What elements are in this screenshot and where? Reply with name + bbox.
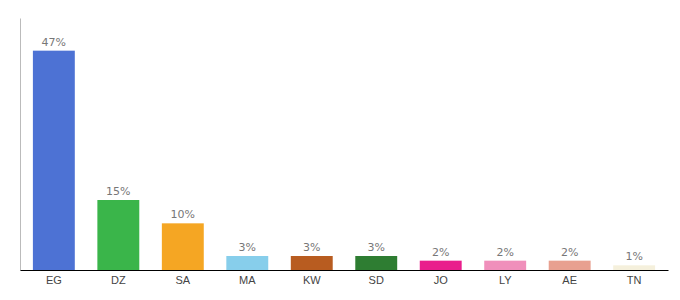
data-label: 2%: [432, 246, 449, 259]
x-tick: SA: [175, 270, 190, 286]
data-label: 47%: [42, 36, 66, 49]
bar: [355, 256, 397, 270]
x-tick-label: TN: [627, 274, 642, 286]
chart-svg: EG DZ SA MA KW SD JO LY AE TN 47% 15% 10% 3% 3% 3% 2% 2% 2…: [0, 0, 680, 300]
x-tick-label: SA: [175, 274, 190, 286]
data-label: 3%: [239, 241, 256, 254]
bar: [613, 265, 655, 270]
bar: [420, 261, 462, 270]
bars: [33, 51, 655, 270]
data-label: 3%: [368, 241, 385, 254]
x-tick: EG: [46, 270, 62, 286]
data-label: 3%: [303, 241, 320, 254]
chart-container: EG DZ SA MA KW SD JO LY AE TN 47% 15% 10% 3% 3% 3% 2% 2% 2…: [0, 0, 680, 300]
x-tick: KW: [303, 270, 321, 286]
x-tick-label: EG: [46, 274, 62, 286]
data-label: 2%: [561, 246, 578, 259]
x-tick: JO: [434, 270, 449, 286]
data-label: 10%: [171, 208, 195, 221]
x-tick-label: DZ: [111, 274, 126, 286]
x-tick: DZ: [111, 270, 126, 286]
x-tick: TN: [627, 270, 642, 286]
x-tick-label: MA: [239, 274, 256, 286]
bar: [291, 256, 333, 270]
bar: [484, 261, 526, 270]
bar: [549, 261, 591, 270]
bar: [226, 256, 268, 270]
x-tick-label: LY: [499, 274, 512, 286]
data-label: 2%: [496, 246, 513, 259]
x-tick: LY: [499, 270, 512, 286]
data-label: 1%: [625, 250, 642, 263]
x-tick-label: AE: [562, 274, 577, 286]
y-axis: [20, 19, 21, 271]
x-tick-label: SD: [369, 274, 384, 286]
x-tick: SD: [369, 270, 384, 286]
x-tick-label: JO: [434, 274, 449, 286]
x-tick: AE: [562, 270, 577, 286]
data-labels: 47% 15% 10% 3% 3% 3% 2% 2% 2% 1%: [42, 36, 643, 264]
x-axis: EG DZ SA MA KW SD JO LY AE TN: [21, 270, 669, 286]
data-label: 15%: [106, 185, 130, 198]
y-axis-line: [20, 19, 21, 271]
plot-area: EG DZ SA MA KW SD JO LY AE TN 47% 15% 10% 3% 3% 3% 2% 2% 2…: [21, 19, 669, 286]
bar: [97, 200, 139, 270]
bar: [33, 51, 75, 270]
x-tick-label: KW: [303, 274, 321, 286]
bar: [162, 223, 204, 270]
x-tick: MA: [239, 270, 256, 286]
x-axis-line: [21, 270, 669, 271]
